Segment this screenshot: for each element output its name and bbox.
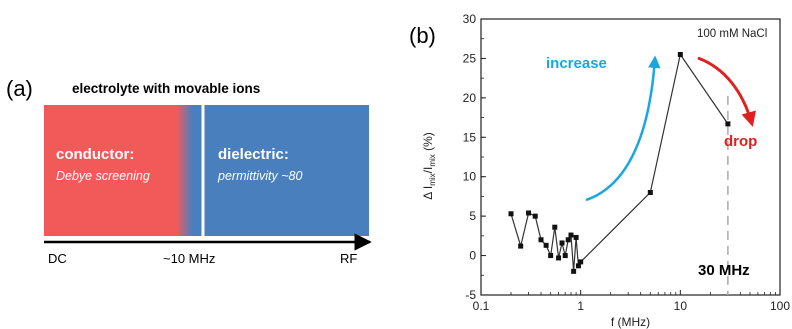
data-point [543,242,549,248]
data-point [677,51,683,57]
data-point [647,189,653,195]
panel-b: (b) Δ Imix/Imix (%) 0.1 1 10 100 -5 0 5 10 15 20 2… [409,12,790,329]
data-point [548,253,554,259]
y-axis-label: Δ Imix/Imix (%) [421,132,437,200]
x-tick-label: 0.1 [473,299,490,313]
data-point [532,213,538,219]
drop-arrow [697,56,756,127]
y-tick-label: 20 [463,91,477,105]
data-point [575,263,581,269]
data-point [556,255,562,261]
data-point [573,234,579,240]
plot-frame [480,18,781,296]
data-point [559,240,565,246]
conductor-block [44,105,159,236]
tick-label-10mhz: ~10 MHz [163,251,215,266]
y-tick-label: 15 [463,130,477,144]
dielectric-subtitle: permittivity ~80 [217,169,302,183]
panel-a-title: electrolyte with movable ions [72,81,260,96]
dielectric-title: dielectric: [218,146,289,163]
y-tick-label: 30 [463,12,477,26]
x-axis-title: f (MHz) [611,315,650,329]
data-point [526,210,532,216]
y-tick-label: 5 [469,209,476,223]
marker-label-30mhz: 30 MHz [698,262,750,279]
chart-plot: 0.1 1 10 100 -5 0 5 10 15 20 25 30 f (MHz) [463,12,791,329]
drop-label: drop [724,133,757,150]
y-tick-label: 10 [463,170,477,184]
data-point [562,253,568,259]
data-point [578,259,584,265]
conductor-subtitle: Debye screening [56,169,150,183]
increase-label: increase [546,55,607,72]
x-tick-label: 10 [674,299,688,313]
panel-a-label: (a) [6,76,33,101]
x-tick-label: 100 [770,299,790,313]
data-point [518,243,524,249]
data-point [508,211,514,217]
data-point [725,121,731,127]
tick-label-dc: DC [48,251,67,266]
y-tick-label: -5 [465,288,476,302]
electrolyte-gradient-band [158,105,208,236]
panel-b-label: (b) [409,23,436,48]
legend-label: 100 mM NaCl [697,28,767,40]
data-point [568,232,574,238]
data-point [571,268,577,274]
data-point [552,224,558,230]
y-tick-label: 25 [463,51,477,65]
panel-a: (a) electrolyte with movable ions conduc… [6,76,372,266]
x-tick-label: 1 [577,299,584,313]
conductor-title: conductor: [56,146,134,163]
data-point [565,237,571,243]
data-point [538,237,544,243]
tick-label-rf: RF [340,251,357,266]
increase-arrow [585,55,661,202]
series-line [510,53,729,272]
y-tick-label: 0 [469,249,476,263]
